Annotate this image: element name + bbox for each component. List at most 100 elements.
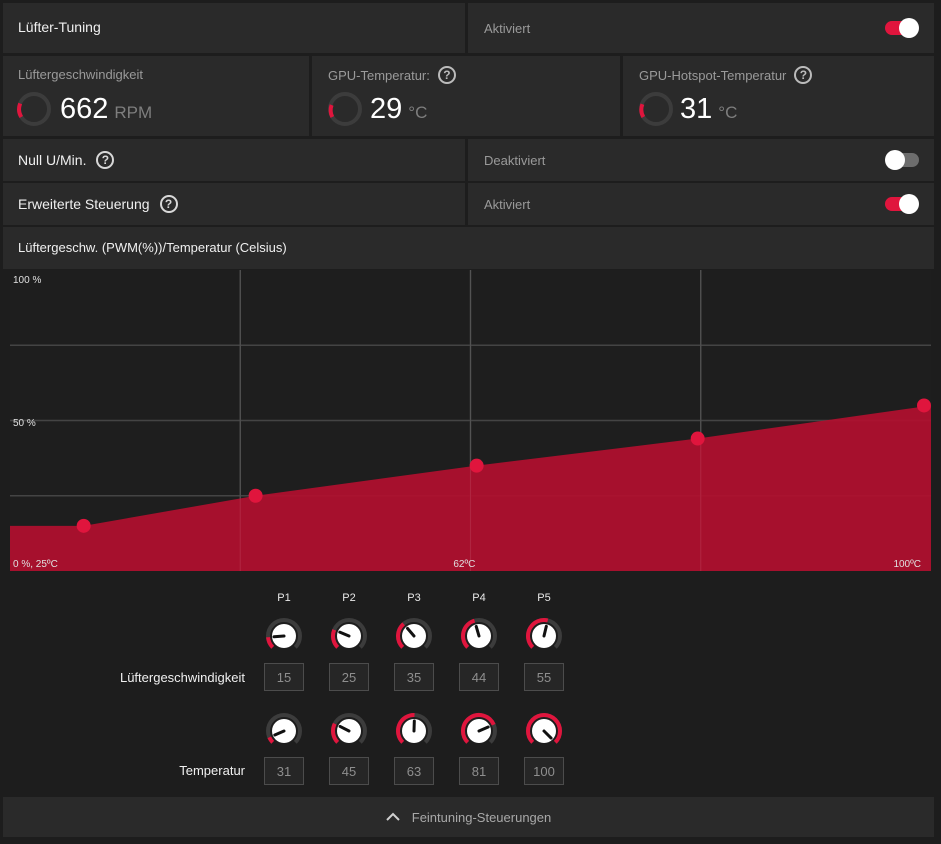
knob-fill	[526, 713, 562, 744]
knob-indicator	[273, 729, 286, 737]
temp-value-p3[interactable]: 63	[394, 757, 434, 785]
gpu-hotspot-value: 31 °C	[680, 93, 737, 126]
temp-knob-p1[interactable]	[265, 712, 303, 750]
speed-knob-p3[interactable]	[395, 617, 433, 655]
knob-fill	[461, 618, 476, 649]
knob-indicator	[338, 724, 351, 733]
fan-tuning-status-cell	[468, 3, 934, 53]
speed-value-p5[interactable]: 55	[524, 663, 564, 691]
knob-fill	[396, 713, 415, 744]
curve-point-p5[interactable]	[917, 398, 931, 413]
knob-fill	[331, 629, 340, 649]
knob-fill	[461, 713, 496, 744]
fan-speed-stat	[3, 56, 309, 136]
fan-curve-area	[10, 405, 931, 571]
gpu-hotspot-stat	[623, 56, 934, 136]
zero-rpm-label-text: Null U/Min.	[18, 152, 87, 168]
y-tick-label-max: 100 %	[13, 275, 41, 286]
advanced-control-status: Aktiviert	[484, 197, 531, 212]
temp-knob-p2[interactable]	[330, 712, 368, 750]
knob-fill	[526, 618, 549, 649]
zero-rpm-status-cell	[468, 139, 934, 181]
zero-rpm-toggle[interactable]	[885, 150, 919, 170]
temp-value-p4[interactable]: 81	[459, 757, 499, 785]
fan-speed-value: 662 RPM	[60, 93, 152, 126]
knob-fill	[267, 736, 275, 744]
advanced-control-status-cell	[468, 183, 934, 225]
speed-knob-p1[interactable]	[265, 617, 303, 655]
curve-point-p3[interactable]	[469, 458, 484, 473]
curve-point-p4[interactable]	[690, 431, 705, 446]
knob-indicator	[474, 624, 481, 638]
zero-rpm-status: Deaktiviert	[484, 153, 546, 168]
gpu-temp-label: GPU-Temperatur: ?	[328, 66, 456, 84]
knob-fill	[331, 722, 340, 744]
fine-tuning-controls-button[interactable]: Feintuning-Steuerungen	[3, 797, 934, 837]
gpu-temp-unit: °C	[408, 103, 428, 122]
fan-tuning-status: Aktiviert	[484, 21, 531, 36]
speed-knob-p4[interactable]	[460, 617, 498, 655]
speed-value-p3[interactable]: 35	[394, 663, 434, 691]
advanced-control-label: Erweiterte Steuerung ?	[18, 195, 178, 213]
temp-knob-p3[interactable]	[395, 712, 433, 750]
speed-knob-p5[interactable]	[525, 617, 563, 655]
knob-fill	[396, 622, 406, 649]
help-icon[interactable]: ?	[159, 195, 178, 213]
point-header-p2: P2	[342, 592, 356, 604]
advanced-control-label-text: Erweiterte Steuerung	[18, 196, 150, 212]
knob-indicator	[272, 634, 286, 639]
fan-tuning-title: Lüfter-Tuning	[18, 19, 101, 35]
advanced-control-toggle[interactable]	[885, 194, 919, 214]
speed-row-label: Lüftergeschwindigkeit	[119, 670, 245, 685]
fine-tuning-controls-label: Feintuning-Steuerungen	[411, 809, 552, 825]
temp-knob-p5[interactable]	[525, 712, 563, 750]
point-header-p4: P4	[472, 592, 486, 604]
zero-rpm-row	[3, 139, 465, 181]
fan-curve-title: Lüftergeschw. (PWM(%))/Temperatur (Celsi…	[18, 240, 287, 255]
toggle-knob	[899, 18, 919, 38]
point-header-p1: P1	[277, 592, 291, 604]
fan-tuning-toggle[interactable]	[885, 18, 919, 38]
point-header-p5: P5	[537, 592, 551, 604]
temp-value-p5[interactable]: 100	[524, 757, 564, 785]
gpu-hotspot-unit: °C	[718, 103, 738, 122]
help-icon[interactable]: ?	[794, 66, 813, 84]
fan-curve-chart[interactable]: 100 % 50 % 0 %, 25ºC 62ºC 100ºC	[10, 270, 931, 571]
help-icon[interactable]: ?	[96, 151, 115, 169]
gpu-hotspot-label-text: GPU-Hotspot-Temperatur	[639, 67, 787, 83]
temp-value-p1[interactable]: 31	[264, 757, 304, 785]
y-tick-label-mid: 50 %	[13, 418, 36, 429]
help-icon[interactable]: ?	[437, 66, 456, 84]
knob-indicator	[542, 729, 553, 740]
gpu-temp-stat	[312, 56, 620, 136]
knob-track	[266, 713, 302, 744]
knob-indicator	[406, 626, 416, 638]
advanced-control-row	[3, 183, 465, 225]
speed-value-p1[interactable]: 15	[264, 663, 304, 691]
toggle-knob	[885, 150, 905, 170]
fan-speed-gauge-icon	[17, 92, 51, 126]
zero-rpm-label: Null U/Min. ?	[18, 151, 115, 169]
knob-indicator	[542, 624, 548, 638]
gpu-temp-gauge-icon	[328, 92, 362, 126]
temp-row-label: Temperatur	[179, 763, 245, 778]
knob-indicator	[477, 725, 490, 733]
fan-speed-number: 662	[60, 93, 109, 125]
gpu-hotspot-gauge-icon	[639, 92, 673, 126]
fan-speed-label: Lüftergeschwindigkeit	[18, 67, 143, 82]
speed-value-p4[interactable]: 44	[459, 663, 499, 691]
temp-value-p2[interactable]: 45	[329, 757, 369, 785]
curve-point-p2[interactable]	[248, 488, 263, 503]
knob-fill	[266, 636, 275, 649]
gpu-temp-number: 29	[370, 93, 403, 125]
curve-point-p1[interactable]	[76, 518, 91, 533]
point-header-p3: P3	[407, 592, 421, 604]
speed-knob-p2[interactable]	[330, 617, 368, 655]
speed-value-p2[interactable]: 25	[329, 663, 369, 691]
chevron-up-icon	[386, 812, 400, 821]
temp-knob-p4[interactable]	[460, 712, 498, 750]
toggle-knob	[899, 194, 919, 214]
fan-curve-title-bar	[3, 227, 934, 269]
gpu-temp-label-text: GPU-Temperatur:	[328, 67, 430, 83]
x-tick-label-mid: 62ºC	[453, 559, 475, 570]
